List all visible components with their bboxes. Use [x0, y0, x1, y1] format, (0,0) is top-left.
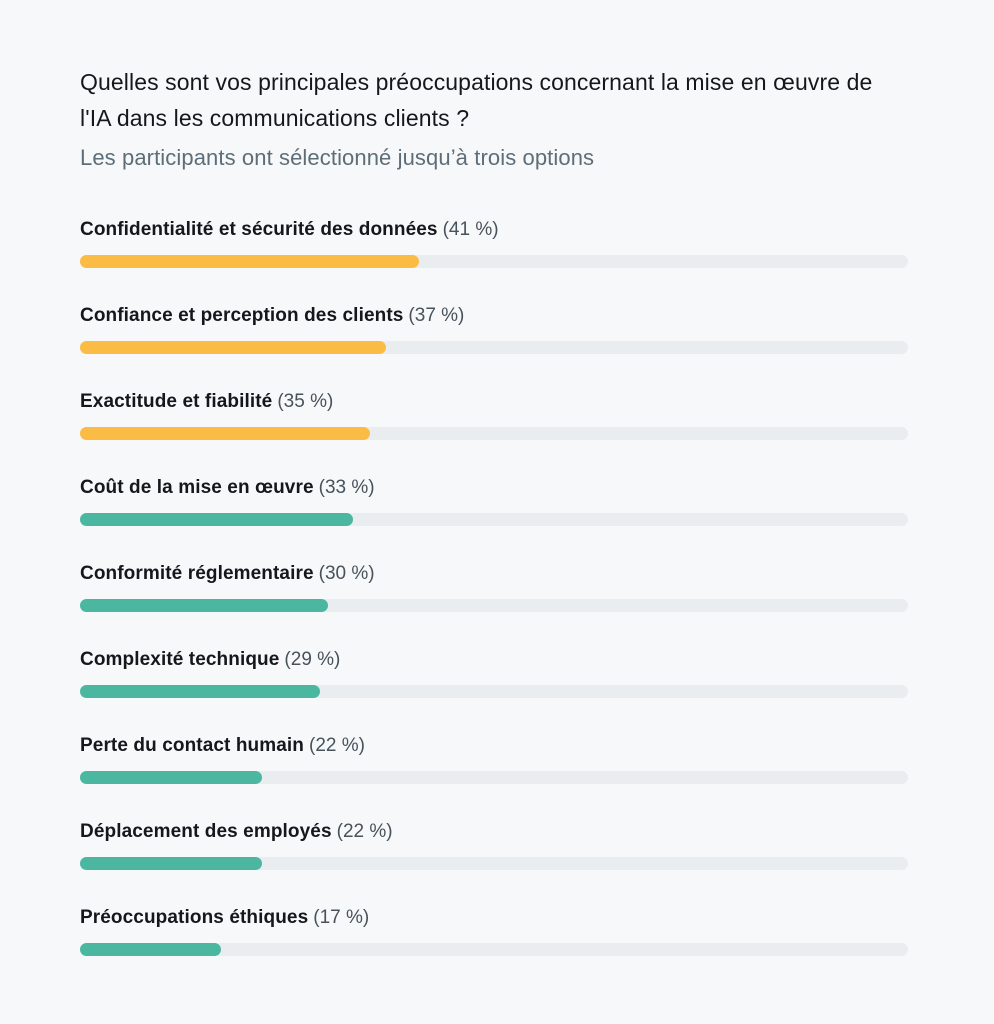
bar-row-label: Conformité réglementaire (30 %)	[80, 562, 908, 586]
bar-row: Confiance et perception des clients (37 %…	[80, 304, 908, 354]
bar-row-label: Coût de la mise en œuvre (33 %)	[80, 476, 908, 500]
bar-track	[80, 513, 908, 526]
bar-row: Déplacement des employés (22 %)	[80, 820, 908, 870]
bar-row: Exactitude et fiabilité (35 %)	[80, 390, 908, 440]
bar-row-label: Perte du contact humain (22 %)	[80, 734, 908, 758]
chart-title: Quelles sont vos principales préoccupati…	[80, 69, 873, 131]
bar-row: Perte du contact humain (22 %)	[80, 734, 908, 784]
percentage-value: (35 %)	[277, 391, 334, 412]
bar-row-label: Exactitude et fiabilité (35 %)	[80, 390, 908, 414]
bar-row-label: Complexité technique (29 %)	[80, 648, 908, 672]
bar-row-label: Confiance et perception des clients (37 %…	[80, 304, 908, 328]
percentage-value: (22 %)	[309, 735, 365, 756]
bar-fill	[80, 685, 321, 698]
bar-track	[80, 255, 908, 268]
bar-fill	[80, 599, 329, 612]
percentage-value: (33 %)	[318, 477, 375, 498]
category-label: Préoccupations éthiques	[80, 907, 309, 928]
bar-row-label: Préoccupations éthiques (17 %)	[80, 906, 908, 930]
category-label: Confidentialité et sécurité des données	[80, 219, 438, 240]
percentage-value: (41 %)	[442, 219, 499, 240]
bar-row: Complexité technique (29 %)	[80, 648, 908, 698]
category-label: Complexité technique	[80, 649, 280, 670]
percentage-value: (37 %)	[408, 305, 465, 326]
percentage-value: (17 %)	[313, 907, 370, 928]
bar-chart: Confidentialité et sécurité des données(…	[80, 218, 908, 956]
bar-track	[80, 427, 908, 440]
percentage-value: (30 %)	[318, 563, 375, 584]
bar-track	[80, 685, 908, 698]
bar-row: Confidentialité et sécurité des données(…	[80, 218, 908, 268]
bar-fill	[80, 255, 420, 268]
bar-track	[80, 857, 908, 870]
bar-row: Conformité réglementaire (30 %)	[80, 562, 908, 612]
bar-fill	[80, 513, 354, 526]
bar-row: Préoccupations éthiques (17 %)	[80, 906, 908, 956]
bar-row: Coût de la mise en œuvre (33 %)	[80, 476, 908, 526]
category-label: Coût de la mise en œuvre	[80, 477, 314, 498]
category-label: Confiance et perception des clients	[80, 305, 404, 326]
bar-fill	[80, 771, 263, 784]
bar-fill	[80, 341, 387, 354]
bar-track	[80, 771, 908, 784]
bar-row-label: Déplacement des employés (22 %)	[80, 820, 908, 844]
bar-fill	[80, 857, 263, 870]
chart-subtitle: Les participants ont sélectionné jusqu’à…	[80, 145, 595, 170]
bar-track	[80, 341, 908, 354]
category-label: Déplacement des employés	[80, 821, 332, 842]
category-label: Exactitude et fiabilité	[80, 391, 273, 412]
bar-fill	[80, 943, 221, 956]
percentage-value: (22 %)	[336, 821, 393, 842]
bar-fill	[80, 427, 370, 440]
percentage-value: (29 %)	[284, 649, 341, 670]
bar-track	[80, 599, 908, 612]
bar-row-label: Confidentialité et sécurité des données(…	[80, 218, 908, 242]
category-label: Perte du contact humain	[80, 735, 305, 756]
category-label: Conformité réglementaire	[80, 563, 314, 584]
bar-track	[80, 943, 908, 956]
